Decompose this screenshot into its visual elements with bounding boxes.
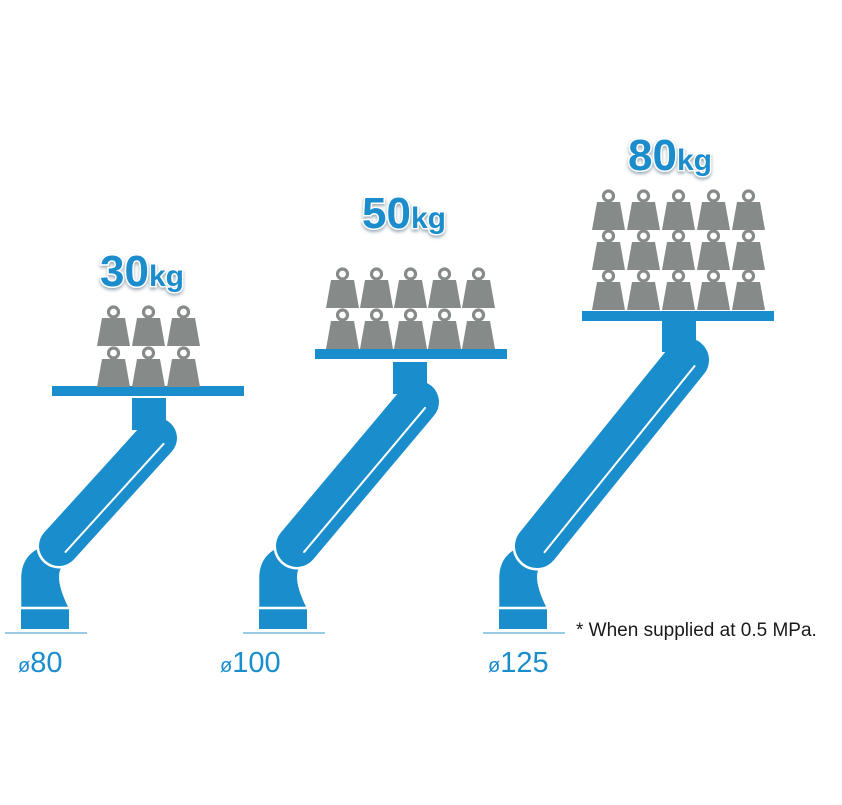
support-post: [662, 320, 696, 352]
weight-icon: [130, 346, 167, 389]
load-plate: [315, 349, 507, 359]
weight-icon: [695, 269, 732, 312]
arm-highlight: [64, 442, 165, 553]
weight-icon: [660, 269, 697, 312]
arm-highlight: [543, 365, 696, 554]
bore-value: 125: [500, 647, 548, 679]
weight-icon: [625, 189, 662, 232]
weight-icon: [660, 229, 697, 272]
capacity-value: 30: [100, 247, 149, 296]
unit-d80: [5, 305, 244, 634]
support-post: [393, 362, 427, 394]
capacity-label: 50kg: [362, 189, 446, 238]
weight-icon: [324, 267, 361, 310]
units-layer: [5, 189, 774, 634]
capacity-label: 30kg: [100, 247, 184, 296]
cylinder-arm: [39, 418, 177, 566]
support-post: [132, 398, 166, 430]
capacity-unit: kg: [677, 144, 712, 177]
weight-icon: [392, 308, 429, 351]
weight-icon: [730, 229, 767, 272]
weight-icon: [695, 229, 732, 272]
arm-highlight: [303, 406, 427, 553]
weight-icon: [95, 346, 132, 389]
load-plate: [52, 386, 244, 396]
capacity-unit: kg: [149, 260, 184, 293]
weight-icon: [358, 308, 395, 351]
weight-icon: [130, 305, 167, 348]
weight-icon: [590, 189, 627, 232]
weight-icon: [426, 267, 463, 310]
cylinder-arm: [276, 381, 439, 567]
weight-icon: [324, 308, 361, 351]
weight-icon: [358, 267, 395, 310]
weight-icon: [460, 308, 497, 351]
weight-icon: [730, 269, 767, 312]
weight-icon: [165, 305, 202, 348]
cylinder-arm: [515, 338, 709, 568]
base-block: [257, 607, 309, 631]
weight-icon: [165, 346, 202, 389]
load-plate: [582, 311, 774, 321]
weight-icon: [392, 267, 429, 310]
pressure-note: * When supplied at 0.5 MPa.: [576, 620, 817, 641]
capacity-value: 50: [362, 189, 411, 238]
weight-icon: [95, 305, 132, 348]
bore-value: 100: [232, 647, 280, 679]
weight-icon: [695, 189, 732, 232]
weight-icon: [426, 308, 463, 351]
bore-label: ø125: [488, 647, 549, 679]
base-block: [19, 607, 71, 631]
diameter-symbol: ø: [220, 655, 232, 677]
weight-icon: [625, 269, 662, 312]
bore-label: ø100: [220, 647, 281, 679]
diameter-symbol: ø: [488, 655, 500, 677]
weight-icon: [590, 269, 627, 312]
bore-label: ø80: [18, 647, 62, 679]
capacity-unit: kg: [411, 202, 446, 235]
weight-icon: [590, 229, 627, 272]
base-block: [497, 607, 549, 631]
diameter-symbol: ø: [18, 655, 30, 677]
weight-icon: [460, 267, 497, 310]
capacity-value: 80: [628, 131, 677, 180]
bore-value: 80: [30, 647, 62, 679]
weight-icon: [625, 229, 662, 272]
unit-d125: [483, 189, 774, 634]
weight-icon: [660, 189, 697, 232]
weight-icon: [730, 189, 767, 232]
capacity-label: 80kg: [628, 131, 712, 180]
unit-d100: [243, 267, 507, 634]
